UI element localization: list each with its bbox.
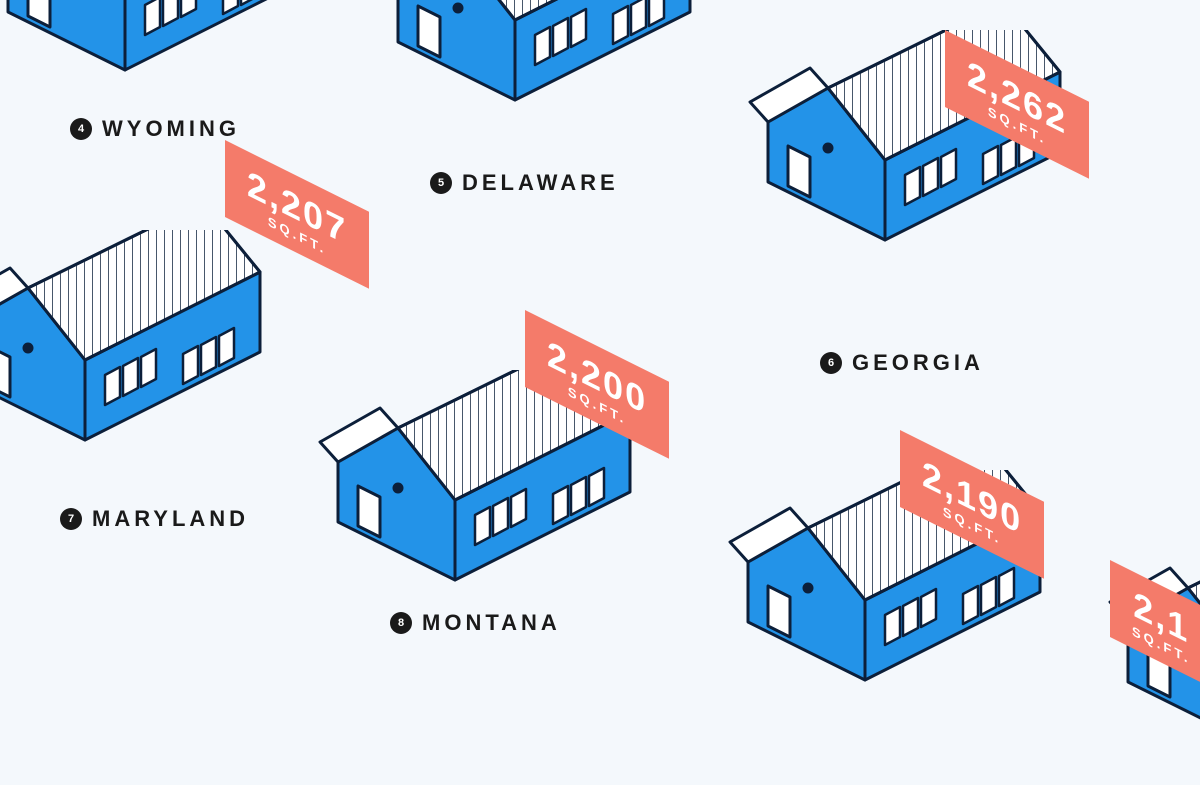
rank-badge: 7 bbox=[60, 508, 82, 530]
state-label: 6 GEORGIA bbox=[820, 350, 984, 376]
state-name: MARYLAND bbox=[92, 506, 249, 532]
rank-badge: 4 bbox=[70, 118, 92, 140]
house-icon bbox=[0, 230, 280, 470]
rank-badge: 5 bbox=[430, 172, 452, 194]
house-icon bbox=[0, 0, 320, 100]
rank-badge: 8 bbox=[390, 612, 412, 634]
state-name: GEORGIA bbox=[852, 350, 984, 376]
state-name: MONTANA bbox=[422, 610, 561, 636]
state-label: 7 MARYLAND bbox=[60, 506, 249, 532]
state-name: WYOMING bbox=[102, 116, 240, 142]
state-name: DELAWARE bbox=[462, 170, 619, 196]
state-label: 8 MONTANA bbox=[390, 610, 561, 636]
state-label: 4 WYOMING bbox=[70, 116, 240, 142]
infographic-canvas: 4 WYOMING bbox=[0, 0, 1200, 628]
rank-badge: 6 bbox=[820, 352, 842, 374]
house-icon bbox=[740, 30, 1080, 270]
house-icon bbox=[370, 0, 710, 130]
state-label: 5 DELAWARE bbox=[430, 170, 619, 196]
